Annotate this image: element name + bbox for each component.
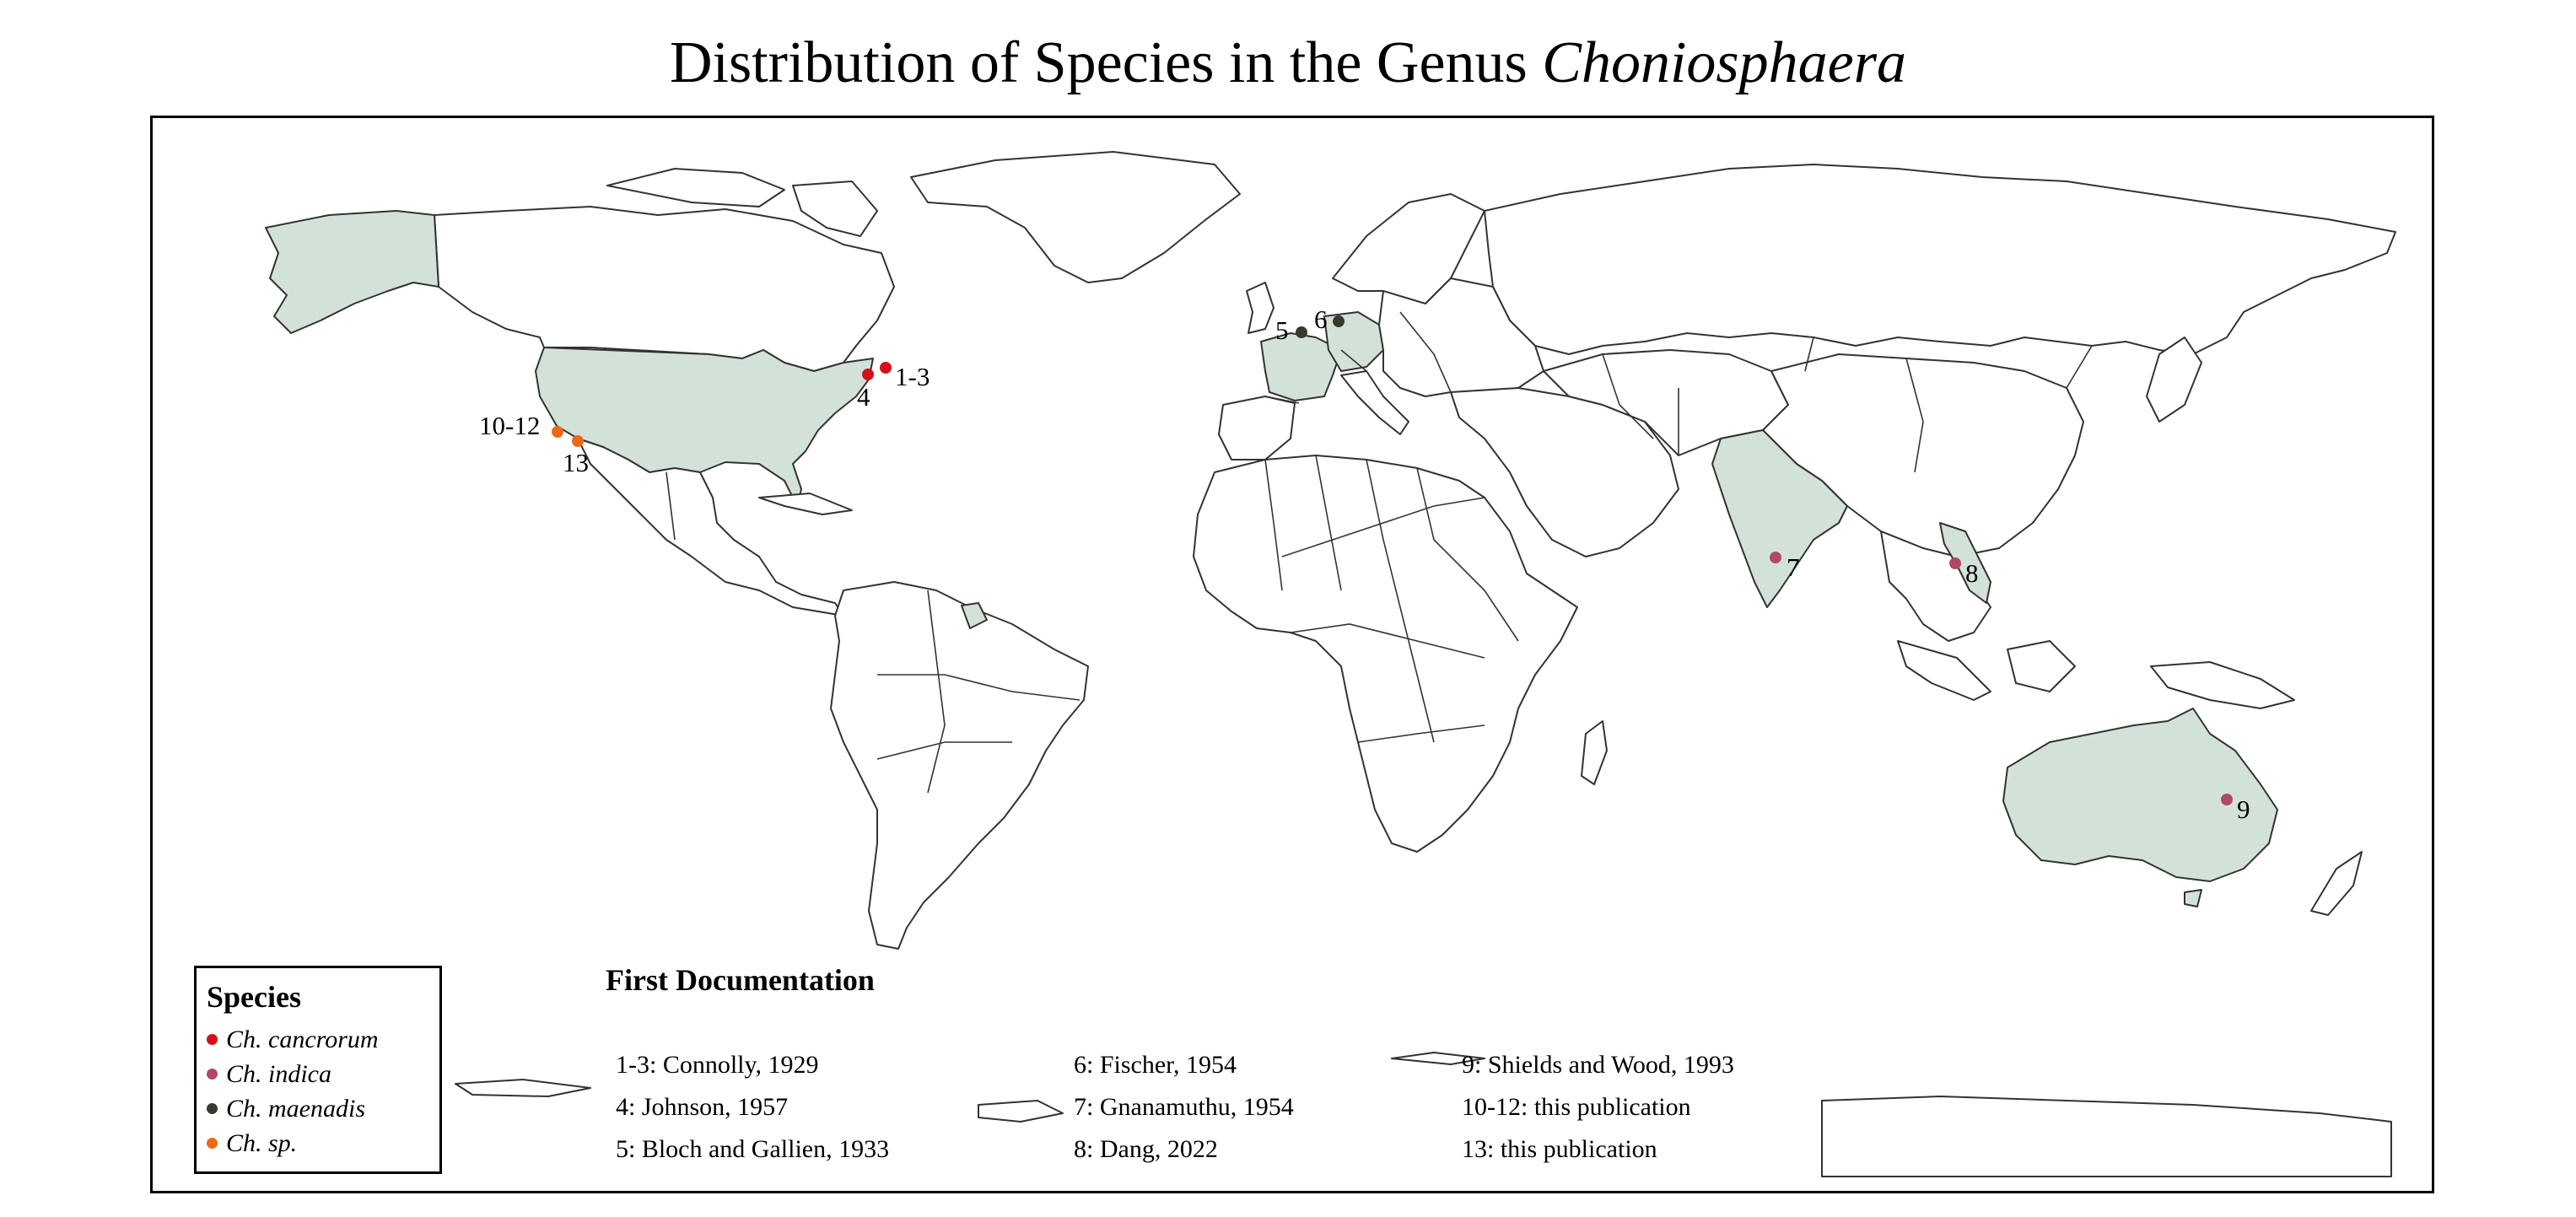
site-label-10-12: 10-12 [479, 411, 540, 440]
land-vietnam [1939, 522, 1991, 604]
land-japan [2146, 337, 2202, 423]
land-antarctica [455, 1079, 591, 1097]
site-dot-8 [1949, 557, 1961, 569]
site-dot-9 [2221, 794, 2233, 805]
land-canada [434, 206, 895, 372]
site-label-1-3: 1-3 [895, 362, 930, 391]
land-antarctica-4 [1821, 1096, 2392, 1177]
land-south-america [830, 581, 1089, 950]
legend-dot [207, 1068, 218, 1080]
site-label-9: 9 [2237, 794, 2250, 824]
land-italy [1340, 370, 1409, 435]
title-genus: Choniosphaera [1542, 30, 1906, 95]
reference-entry: 9: Shields and Wood, 1993 [1462, 1051, 1734, 1079]
legend-label: Ch. cancrorum [226, 1026, 379, 1053]
site-dot-1-3 [880, 362, 892, 374]
legend-item: Ch. maenadis [207, 1091, 439, 1126]
legend-dot [207, 1137, 218, 1149]
land-iberia [1218, 396, 1296, 460]
site-dot-6 [1333, 315, 1345, 327]
land-tasmania [2184, 889, 2202, 907]
site-label-6: 6 [1314, 304, 1328, 334]
land-new-guinea [2150, 661, 2295, 709]
site-dot-10-12 [552, 426, 563, 438]
land-australia [2002, 708, 2278, 882]
reference-entry: 7: Gnanamuthu, 1954 [1074, 1093, 1294, 1121]
land-alaska [265, 210, 439, 334]
land-indonesia-1 [1897, 640, 1991, 701]
species-legend: Species Ch. cancrorum Ch. indica Ch. mae… [194, 966, 442, 1174]
land-suriname [961, 602, 988, 629]
reference-entry: 8: Dang, 2022 [1074, 1135, 1218, 1163]
site-dot-13 [572, 435, 584, 447]
site-label-7: 7 [1786, 552, 1800, 582]
legend-dot [207, 1102, 218, 1114]
legend-label: Ch. sp. [226, 1129, 298, 1157]
reference-entry: 6: Fischer, 1954 [1074, 1051, 1237, 1079]
reference-entry: 4: Johnson, 1957 [616, 1093, 789, 1121]
legend-dot [207, 1033, 218, 1045]
land-greenland [910, 151, 1241, 283]
site-markers: 1-3 4 5 6 7 8 9 10-12 13 [479, 304, 2250, 824]
site-label-4: 4 [857, 382, 870, 412]
land-russia [1484, 164, 2396, 355]
title-prefix: Distribution of Species in the Genus [669, 30, 1543, 95]
legend-item: Ch. cancrorum [207, 1022, 439, 1057]
legend-item: Ch. sp. [207, 1126, 439, 1160]
land-mexico [577, 438, 844, 617]
reference-entry: 1-3: Connolly, 1929 [616, 1051, 819, 1079]
site-label-8: 8 [1965, 558, 1979, 588]
land-madagascar [1581, 720, 1608, 785]
reference-entry: 10-12: this publication [1462, 1093, 1691, 1121]
legend-title: Species [207, 980, 301, 1014]
land-uk [1246, 282, 1275, 334]
site-dot-7 [1770, 552, 1781, 563]
land-india [1711, 429, 1848, 608]
site-dot-5 [1296, 326, 1307, 338]
reference-entry: 5: Bloch and Gallien, 1933 [616, 1135, 890, 1163]
site-dot-4 [862, 369, 874, 380]
land-indonesia-2 [2007, 640, 2076, 692]
legend-item: Ch. indica [207, 1057, 439, 1091]
site-label-5: 5 [1275, 315, 1289, 345]
reference-entry: 13: this publication [1462, 1135, 1657, 1163]
land-antarctica-3 [1391, 1052, 1485, 1065]
map-title: Distribution of Species in the Genus Cho… [0, 25, 2576, 101]
country-borders [434, 214, 2093, 794]
land-cuba [758, 493, 853, 515]
land-arctic-islands [606, 168, 785, 207]
legend-label: Ch. indica [226, 1060, 331, 1088]
first-documentation-title: First Documentation [606, 963, 875, 997]
land-new-zealand [2310, 851, 2363, 916]
land-antarctica-2 [978, 1100, 1064, 1123]
land-baffin [792, 180, 878, 237]
land-africa [1193, 455, 1578, 853]
legend-label: Ch. maenadis [226, 1095, 365, 1123]
site-label-13: 13 [563, 448, 589, 477]
land-se-asia [1880, 530, 1991, 642]
